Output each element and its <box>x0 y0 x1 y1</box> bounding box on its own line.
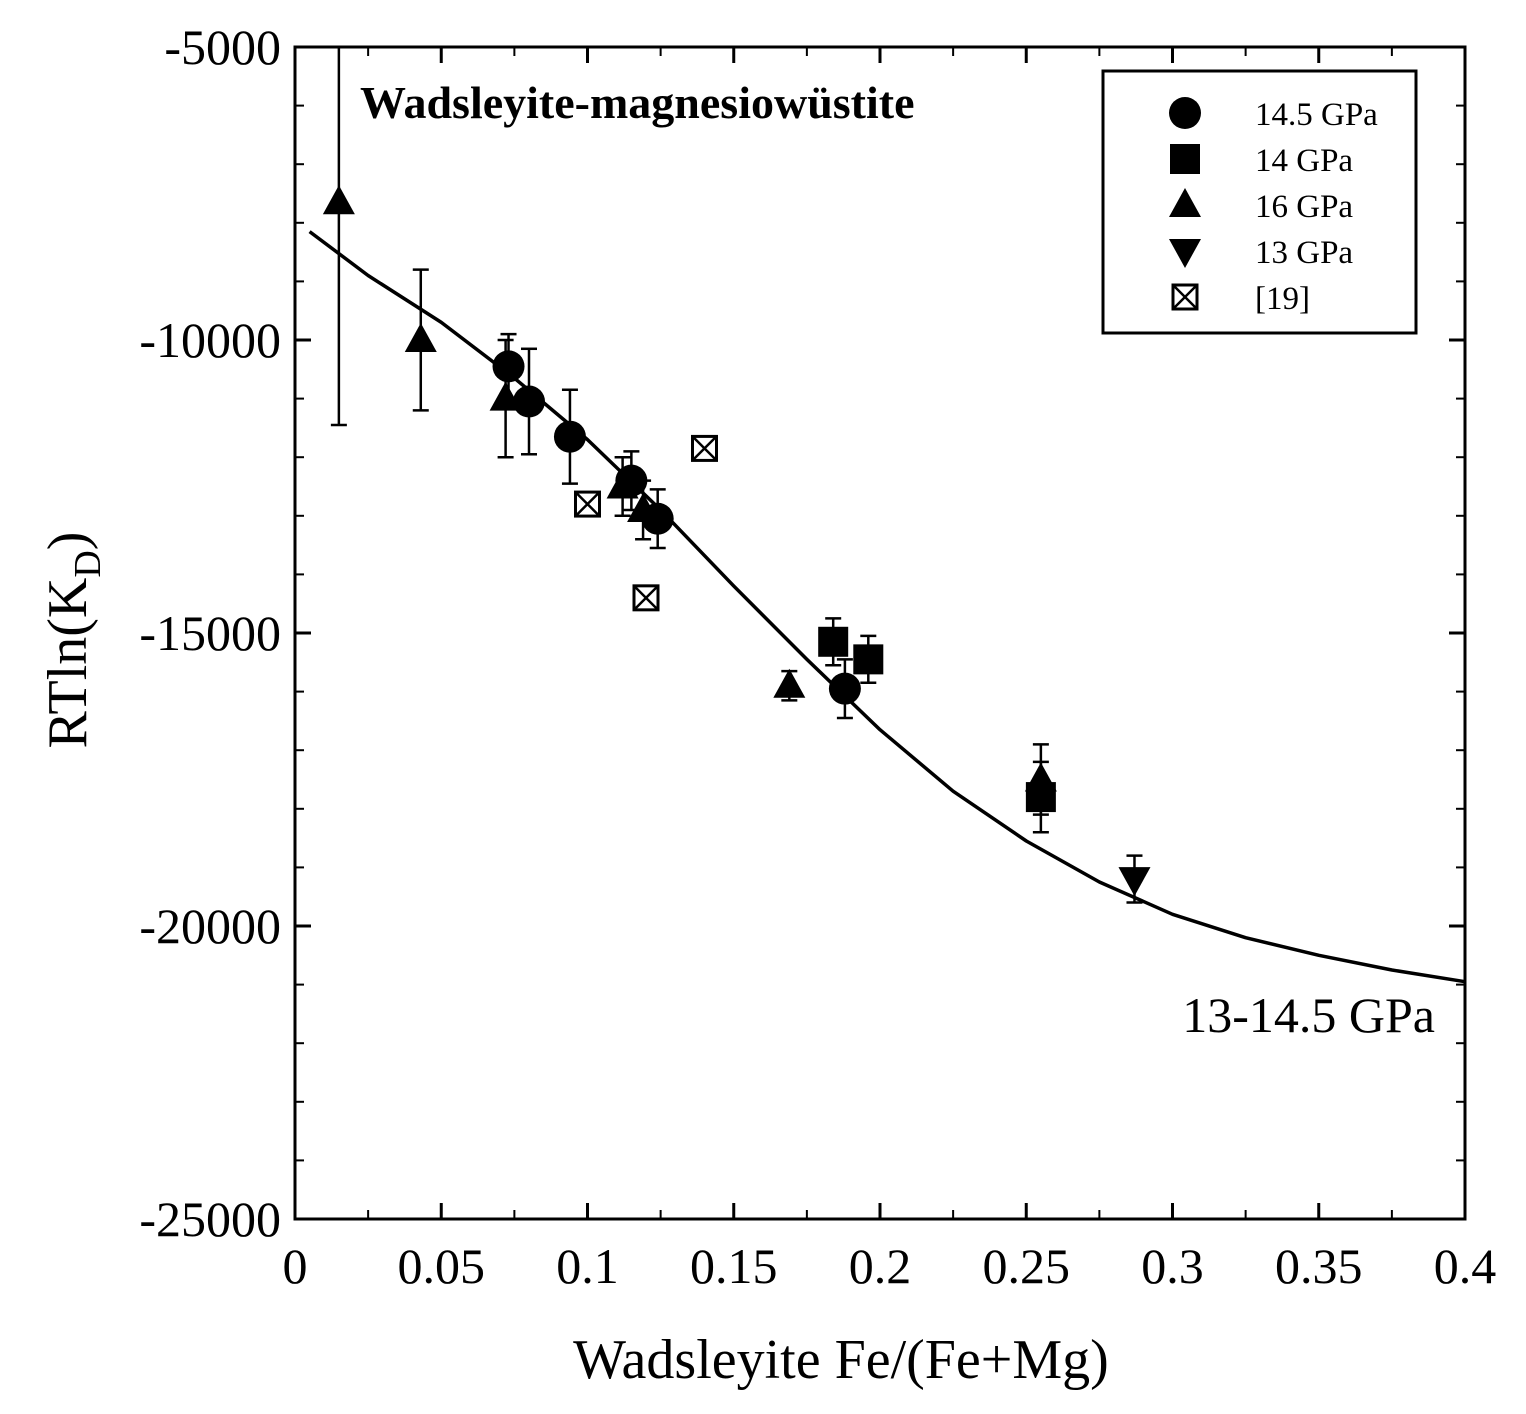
chart-title: Wadsleyite-magnesiowüstite <box>360 77 915 128</box>
pressure-annotation: 13-14.5 GPa <box>1182 987 1435 1043</box>
data-point-cross-b <box>691 435 718 462</box>
series-square <box>818 617 1056 834</box>
legend-label: 16 GPa <box>1255 189 1353 225</box>
legend-marker <box>1169 97 1201 129</box>
legend-marker <box>1170 144 1200 174</box>
data-point <box>574 490 601 518</box>
fit-curve-layer <box>308 230 1466 984</box>
y-tick-label: -25000 <box>139 1191 281 1247</box>
legend-label: 13 GPa <box>1255 235 1353 271</box>
legend-label: 14.5 GPa <box>1255 97 1378 133</box>
x-tick-label: 0.1 <box>556 1238 619 1294</box>
x-axis-title: Wadsleyite Fe/(Fe+Mg) <box>573 1329 1109 1391</box>
data-point <box>818 626 849 657</box>
series-triangle-up <box>322 45 1057 816</box>
x-tick-label: 0.25 <box>983 1238 1071 1294</box>
data-point <box>322 185 355 215</box>
data-point <box>632 584 660 612</box>
series-circle <box>492 332 861 720</box>
data-points-layer <box>322 45 1151 904</box>
legend-label: 14 GPa <box>1255 143 1353 179</box>
legend-marker-cross-b <box>1172 284 1198 310</box>
x-tick-label: 0.2 <box>849 1238 912 1294</box>
legend-marker <box>1171 283 1199 311</box>
data-point <box>773 668 806 698</box>
data-point <box>492 350 525 383</box>
data-point <box>828 672 861 705</box>
data-point <box>489 381 522 411</box>
axes-layer: 0 0.05 0.1 0.15 0.2 0.25 0.3 0.35 0.4 -25000 -2000… <box>139 19 1496 1294</box>
data-point <box>691 434 718 462</box>
y-axis-title-close: ) <box>37 532 99 551</box>
data-point <box>1118 867 1151 897</box>
y-tick-label: -15000 <box>139 605 281 661</box>
legend-marker <box>1169 188 1201 217</box>
data-point <box>1024 762 1057 792</box>
data-point <box>606 469 639 499</box>
y-tick-label: -20000 <box>139 898 281 954</box>
data-point <box>853 644 884 675</box>
fit-curve <box>308 230 1466 984</box>
x-tick-label: 0.4 <box>1434 1238 1497 1294</box>
data-point-cross-b <box>574 491 601 517</box>
y-tick-label: -5000 <box>164 19 281 75</box>
x-tick-label: 0.3 <box>1141 1238 1204 1294</box>
x-tick-label: 0.35 <box>1275 1238 1363 1294</box>
y-axis-title-main: RTln(K <box>37 578 99 749</box>
legend-marker <box>1169 239 1201 268</box>
legend-box <box>1101 69 1418 335</box>
data-point <box>404 323 437 352</box>
legend-label: [19] <box>1255 281 1310 317</box>
series-crossed-square <box>574 434 718 612</box>
data-point <box>627 492 660 522</box>
data-point <box>553 420 586 453</box>
series-triangle-down <box>1118 854 1151 904</box>
x-tick-label: 0.05 <box>398 1238 486 1294</box>
data-point-cross-b <box>633 584 659 611</box>
y-tick-label: -10000 <box>139 312 281 368</box>
x-tick-label: 0 <box>283 1238 308 1294</box>
legend: 14.5 GPa 14 GPa 16 GPa 13 GPa [19] <box>1101 69 1418 335</box>
y-axis-title: RTln(KD) <box>37 532 109 749</box>
y-axis-title-subscript: D <box>67 550 109 577</box>
data-point <box>513 385 545 418</box>
x-tick-label: 0.15 <box>690 1238 778 1294</box>
